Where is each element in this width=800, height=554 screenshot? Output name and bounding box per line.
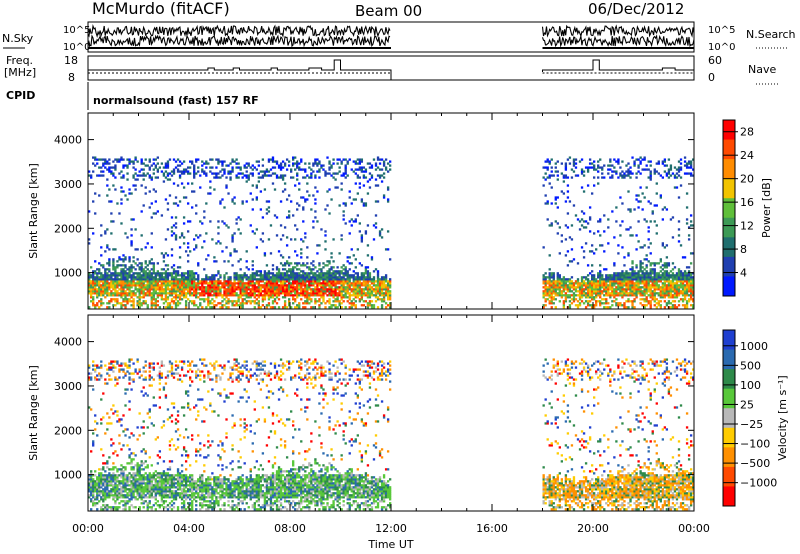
time-axis-label: Time UT	[367, 538, 413, 551]
colorbar-swatch	[723, 447, 735, 468]
power-colorbar: 4 8 12 16 20 24 28 Power [dB]	[722, 119, 773, 297]
colorbar-tick-label: 28	[740, 126, 754, 139]
colorbar-tick-label: 20	[740, 173, 754, 186]
y-tick-label: 2000	[54, 222, 82, 235]
colorbar-tick-label: −1000	[740, 477, 777, 490]
nsearch-label: N.Search	[746, 28, 796, 41]
date-label: 06/Dec/2012	[588, 0, 684, 18]
velocity-heatmap	[88, 358, 695, 511]
freq-traces	[87, 59, 695, 80]
colorbar-swatch	[723, 349, 735, 370]
colorbar-swatch	[723, 330, 735, 351]
y-tick-label: 1000	[54, 267, 82, 280]
colorbar-swatch	[723, 408, 735, 429]
noise-trace-0	[87, 23, 695, 38]
colorbar-tick-label: 24	[740, 149, 754, 162]
colorbar-tick-label: 12	[740, 220, 754, 233]
colorbar-swatch	[723, 217, 735, 238]
time-tick-label: 00:00	[678, 522, 710, 535]
y-tick-label: 4000	[54, 134, 82, 147]
colorbar-swatch	[723, 427, 735, 448]
colorbar-swatch	[723, 198, 735, 219]
noise-trace-1	[87, 34, 695, 48]
noise-tick-left-top: 10^5	[63, 25, 90, 36]
colorbar-swatch	[723, 486, 735, 507]
time-tick-label: 00:00	[72, 522, 104, 535]
time-tick-label: 04:00	[173, 522, 205, 535]
freq-label-2: [MHz]	[4, 66, 36, 79]
noise-tick-left-bottom: 10^0	[63, 42, 90, 53]
freq-trace-0	[87, 59, 392, 80]
time-tick-label: 16:00	[476, 522, 508, 535]
time-tick-label: 20:00	[577, 522, 609, 535]
noise-tick-right-bottom: 10^0	[708, 42, 735, 53]
colorbar-swatch	[723, 178, 735, 199]
colorbar-swatch	[723, 466, 735, 487]
colorbar-tick-label: 4	[740, 267, 747, 280]
colorbar-swatch	[723, 276, 735, 297]
colorbar-swatch	[723, 388, 735, 409]
freq-trace-1	[542, 59, 695, 80]
y-tick-label: 2000	[54, 424, 82, 437]
colorbar-tick-label: 16	[740, 196, 754, 209]
colorbar-frame	[722, 329, 736, 507]
colorbar-tick-label: 100	[740, 379, 761, 392]
colorbar-swatch	[723, 159, 735, 180]
nave-tick-bottom: 0	[708, 71, 715, 84]
colorbar-swatch	[723, 120, 735, 141]
colorbar-frame	[722, 119, 736, 297]
colorbar-swatch	[723, 139, 735, 160]
freq-label-1: Freq.	[6, 54, 33, 67]
nsky-label: N.Sky	[2, 32, 34, 45]
beam-label: Beam 00	[355, 2, 422, 20]
colorbar-swatch	[723, 369, 735, 390]
noise-traces	[87, 23, 695, 49]
y-tick-label: 1000	[54, 469, 82, 482]
time-tick-label: 08:00	[274, 522, 306, 535]
colorbar-tick-label: −25	[740, 418, 763, 431]
colorbar-label: Power [dB]	[760, 178, 773, 238]
colorbar-tick-label: −500	[740, 457, 770, 470]
y-axis-label: Slant Range [km]	[27, 365, 40, 461]
colorbar-tick-label: 500	[740, 359, 761, 372]
nave-tick-top: 60	[708, 54, 722, 67]
velocity-axes: 1000 2000 3000 4000 Slant Range [km]	[27, 315, 695, 511]
noise-tick-right-top: 10^5	[708, 25, 735, 36]
station-title: McMurdo (fitACF)	[92, 0, 230, 18]
y-tick-label: 3000	[54, 178, 82, 191]
colorbar-tick-label: 8	[740, 243, 747, 256]
colorbar-label: Velocity [m s⁻¹]	[776, 375, 789, 460]
y-tick-label: 4000	[54, 336, 82, 349]
time-axis: 00:00 04:00 08:00 12:00 16:00 20:00 00:00	[72, 522, 710, 535]
freq-tick-bottom: 8	[68, 71, 75, 84]
nave-label: Nave	[748, 63, 776, 76]
freq-tick-top: 18	[64, 54, 78, 67]
cpid-label: CPID	[6, 89, 35, 102]
power-heatmap	[88, 156, 695, 309]
y-axis-label: Slant Range [km]	[27, 163, 40, 259]
colorbar-tick-label: −100	[740, 438, 770, 451]
y-tick-label: 3000	[54, 380, 82, 393]
cpid-value: normalsound (fast) 157 RF	[93, 94, 259, 107]
colorbar-tick-label: 1000	[740, 340, 768, 353]
colorbar-swatch	[723, 256, 735, 277]
velocity-colorbar: 1000 500 100 25 −25 −100 −500 −1000 Velocity [m …	[722, 329, 789, 507]
time-tick-label: 12:00	[375, 522, 407, 535]
power-axes: 1000 2000 3000 4000 Slant Range [km]	[27, 113, 695, 309]
colorbar-tick-label: 25	[740, 398, 754, 411]
colorbar-swatch	[723, 237, 735, 258]
noise-panel-frame	[87, 21, 695, 53]
